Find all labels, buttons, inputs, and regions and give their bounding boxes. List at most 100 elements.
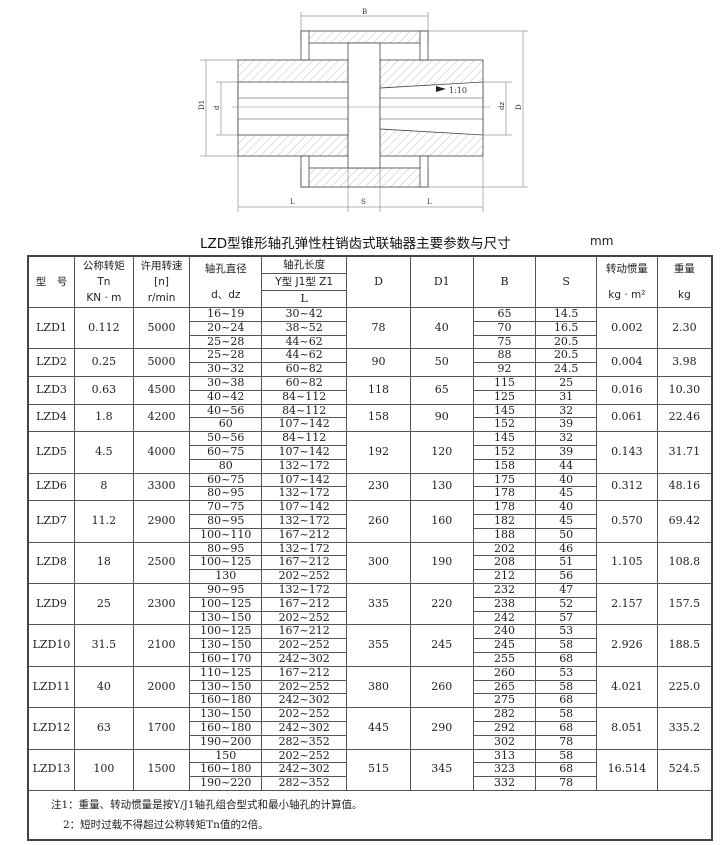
B-cell: 332 [472,776,537,791]
bore-cell: 25~28 [189,348,263,364]
S-cell: 40 [535,472,598,488]
D-cell: 445 [346,707,411,750]
speed-cell: 1700 [132,707,191,750]
S-cell: 39 [535,444,598,460]
bore-cell: 30~32 [189,362,263,377]
bore-cell: 70~75 [189,500,263,515]
table-row: 60~75 107~142 152 39 [28,444,712,460]
sleeve-bottom [300,167,429,188]
D-cell: 355 [346,624,411,667]
header-D: D [346,255,411,308]
length-cell: 132~172 [261,582,348,598]
speed-cell: 3300 [132,472,191,502]
speed-cell: 2100 [132,624,191,667]
B-cell: 178 [472,500,537,515]
header-speed: 许用转速 [n] r/min [132,255,191,308]
length-cell: 167~212 [261,555,348,571]
bore-cell: 40~42 [189,389,263,405]
inertia-cell: 0.002 [596,306,658,350]
length-cell: 202~252 [261,707,348,722]
header-S: S [535,255,598,308]
D-cell: 260 [346,500,411,543]
B-cell: 92 [472,362,537,377]
S-cell: 44 [535,458,598,474]
S-cell: 20.5 [535,348,598,364]
speed-cell: 2900 [132,500,191,543]
B-cell: 182 [472,513,537,529]
length-cell: 202~252 [261,748,348,764]
weight-cell: 10.30 [656,375,713,405]
speed-cell: 5000 [132,348,191,377]
bore-cell: 20~24 [189,320,263,336]
model-cell: LZD5 [27,431,76,474]
header-model: 型 号 [27,255,76,308]
S-cell: 45 [535,513,598,529]
weight-cell: 2.30 [656,306,713,350]
model-cell: LZD7 [27,500,76,543]
S-cell: 78 [535,734,598,750]
dim-S: S [361,198,366,206]
D1-cell: 40 [409,306,474,350]
S-cell: 53 [535,665,598,681]
table-row: 30~32 60~82 92 24.5 [28,362,712,377]
B-cell: 75 [472,334,537,350]
bore-cell: 160~180 [189,762,263,778]
length-cell: 242~302 [261,762,348,778]
length-cell: 167~212 [261,665,348,681]
bore-cell: 40~56 [189,403,263,419]
table-row: LZD7 11.2 2900 70~75 107~142 260 160 178 40 0.570… [27,500,713,543]
weight-cell: 188.5 [656,624,713,667]
bore-cell: 60~75 [189,444,263,460]
length-cell: 202~252 [261,638,348,653]
table-row: 25~28 44~62 75 20.5 [28,334,712,350]
length-cell: 60~82 [261,362,348,377]
model-cell: LZD6 [27,472,76,502]
length-cell: 107~142 [261,500,348,515]
B-cell: 275 [472,693,537,709]
bore-cell: 130~150 [189,679,263,695]
table-row: 130 202~252 212 56 [28,569,712,584]
bore-cell: 90~95 [189,582,263,598]
bore-cell: 130~150 [189,610,263,626]
coupling-section-drawing: B D1 d dz D L S L 1:10 [198,8,528,212]
model-cell: LZD8 [27,541,76,584]
table-row: 130~150 202~252 245 58 [28,638,712,653]
bore-cell: 80~95 [189,486,263,502]
table-row: 100~110 167~212 188 50 [28,527,712,543]
torque-cell: 1.8 [74,403,134,433]
inertia-cell: 0.570 [596,500,658,543]
inertia-cell: 0.004 [596,348,658,377]
table-row: LZD1 0.112 5000 16~19 30~42 78 40 65 14.5 0.002 2.… [27,306,713,350]
model-cell: LZD1 [27,306,76,350]
inertia-cell: 2.157 [596,582,658,626]
torque-cell: 25 [74,582,134,626]
inertia-cell: 0.312 [596,472,658,502]
inertia-cell: 2.926 [596,624,658,667]
S-cell: 50 [535,527,598,543]
header-bore: 轴孔直径 d、dz [189,255,263,308]
bore-cell: 80 [189,458,263,474]
B-cell: 70 [472,320,537,336]
length-cell: 84~112 [261,403,348,419]
B-cell: 115 [472,375,537,391]
weight-cell: 3.98 [656,348,713,377]
D-cell: 335 [346,582,411,626]
length-cell: 38~52 [261,320,348,336]
table-row: LZD10 31.5 2100 100~125 167~212 355 245 240 53 2.… [27,624,713,667]
bore-cell: 100~125 [189,596,263,612]
S-cell: 58 [535,748,598,764]
S-cell: 52 [535,596,598,612]
table-notes: 注1：重量、转动惯量是按Y/J1轴孔组合型式和最小轴孔的计算值。 2：短时过载不… [27,789,713,841]
D-cell: 78 [346,306,411,350]
B-cell: 202 [472,541,537,557]
speed-cell: 4000 [132,431,191,474]
bore-cell: 130~150 [189,638,263,653]
table-row: LZD9 25 2300 90~95 132~172 335 220 232 47 2.157 15… [27,582,713,626]
speed-cell: 4500 [132,375,191,405]
length-cell: 167~212 [261,624,348,640]
length-cell: 132~172 [261,541,348,557]
D1-cell: 90 [409,403,474,433]
header-inertia: 转动惯量 kg · m² [596,255,658,308]
D-cell: 158 [346,403,411,433]
B-cell: 158 [472,458,537,474]
